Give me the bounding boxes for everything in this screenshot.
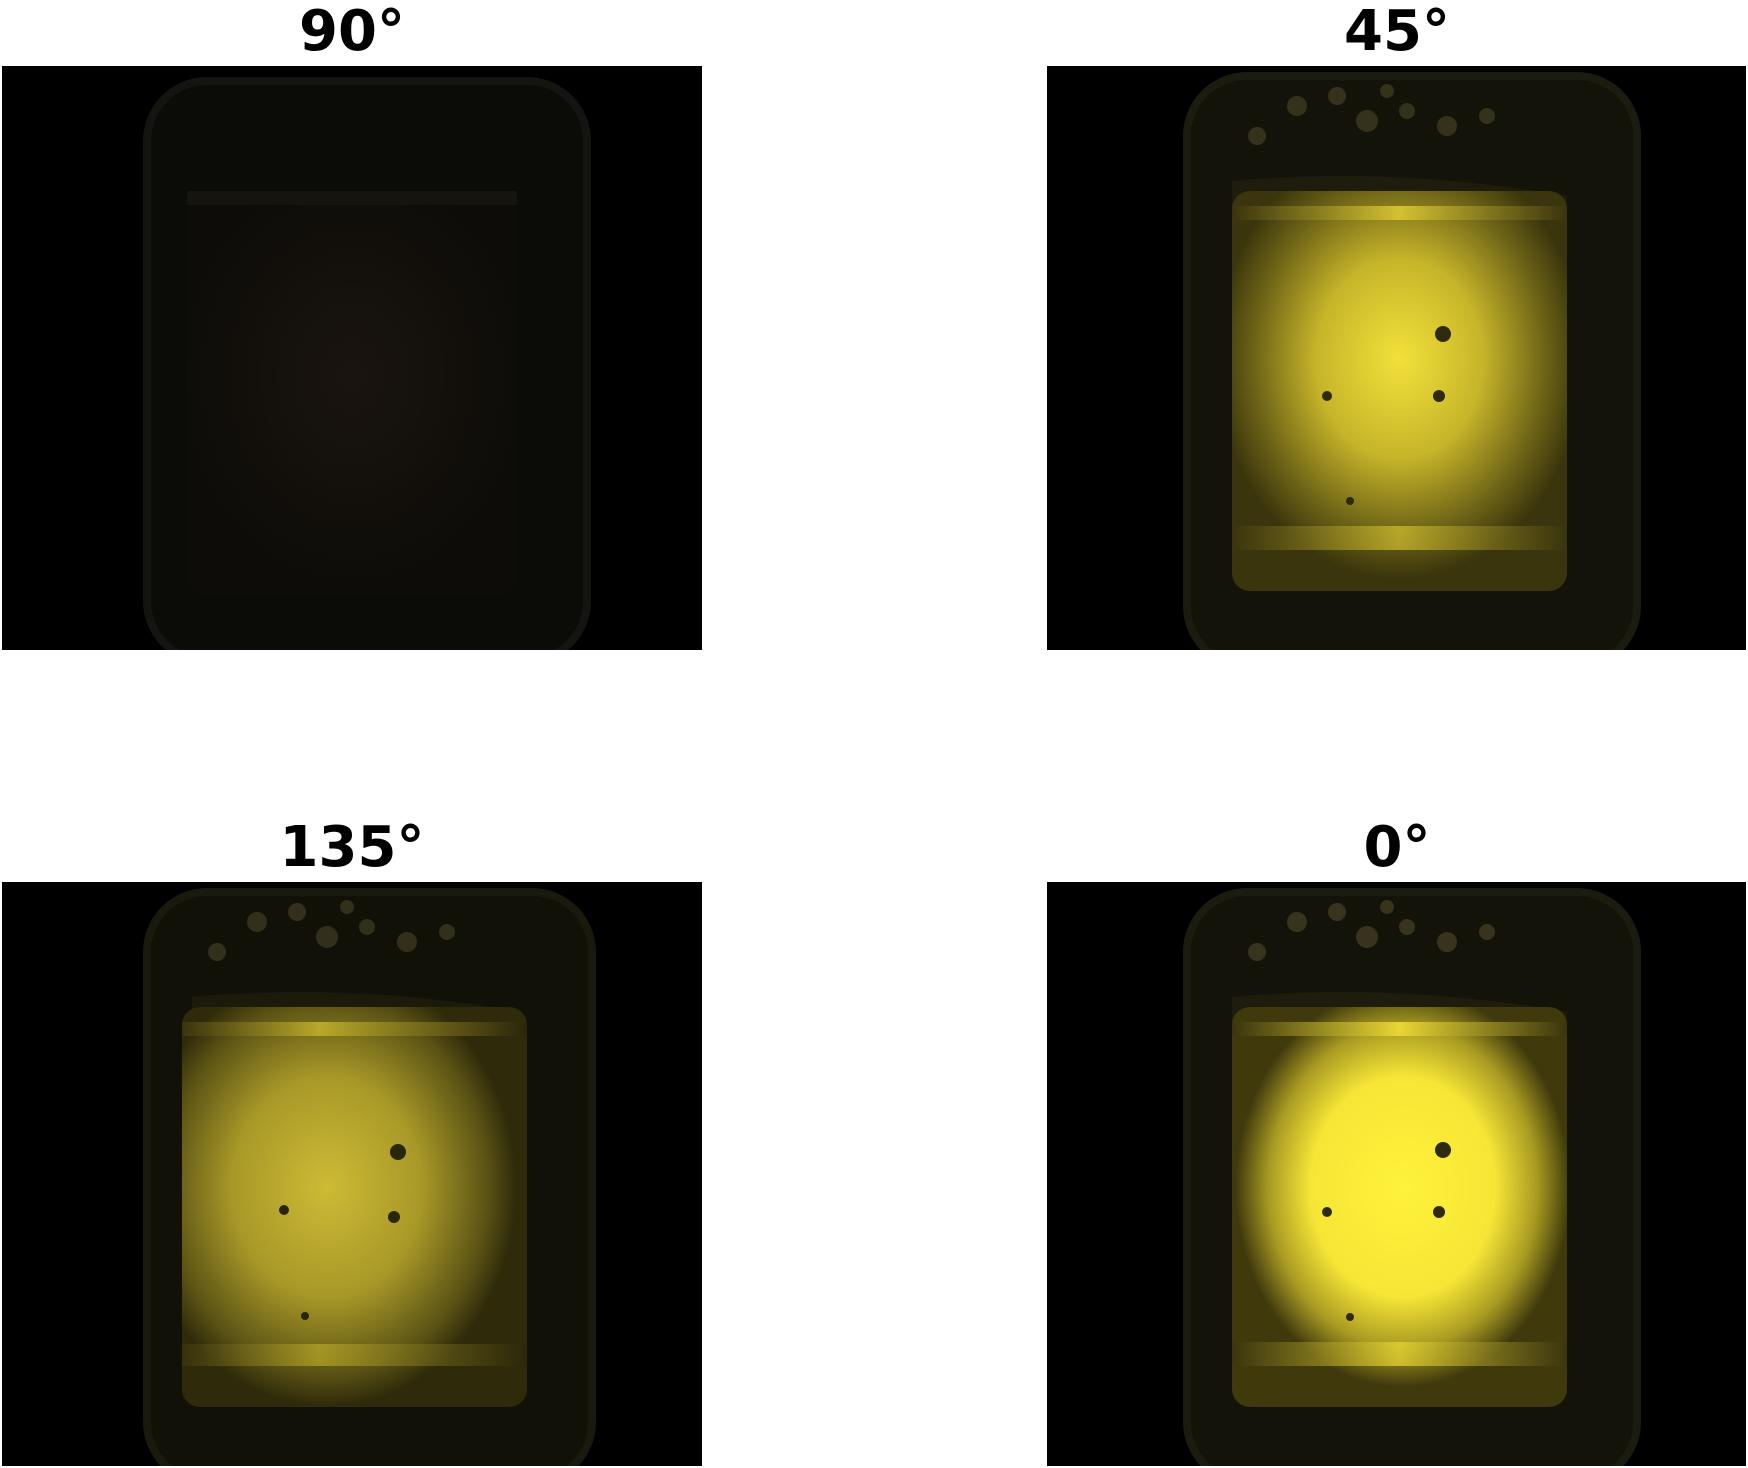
panel-title-135: 135° — [279, 815, 425, 880]
panel-title-0: 0° — [1363, 815, 1431, 880]
vial-photo-90 — [2, 66, 702, 650]
vial-photo-135 — [2, 882, 702, 1466]
panel-title-90: 90° — [299, 0, 405, 64]
vial-photo-0 — [1047, 882, 1746, 1466]
panel-title-45: 45° — [1344, 0, 1450, 64]
vial-photo-45 — [1047, 66, 1746, 650]
